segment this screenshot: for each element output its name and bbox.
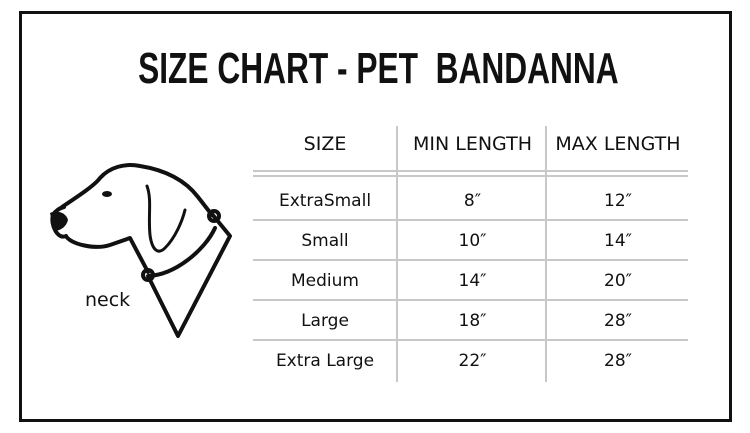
row-divider [253,339,688,341]
size-cell: Medium [291,271,359,291]
header-min-length: MIN LENGTH [413,133,532,155]
size-cell: Small [301,231,349,251]
chart-frame [19,11,732,422]
size-cell: Extra Large [275,351,375,371]
column-divider [396,126,398,382]
header-max-length: MAX LENGTH [555,133,681,155]
neck-label: neck [85,289,131,311]
min-length-cell: 8″ [463,191,482,211]
max-length-cell: 12″ [604,191,632,211]
column-divider [545,126,547,382]
min-length-cell: 18″ [458,311,487,331]
row-divider [253,299,688,301]
max-length-cell: 28″ [604,351,632,371]
header-divider [253,170,688,172]
row-divider [253,259,688,261]
header-divider [253,175,688,177]
size-cell: ExtraSmall [278,191,372,211]
max-length-cell: 28″ [604,311,632,331]
min-length-cell: 14″ [458,271,487,291]
max-length-cell: 14″ [604,231,632,251]
header-size: SIZE [303,133,347,155]
size-cell: Large [301,311,349,331]
row-divider [253,219,688,221]
max-length-cell: 20″ [604,271,632,291]
min-length-cell: 10″ [458,231,487,251]
page-title: SIZE CHART - PET BANDANNA [138,44,619,93]
min-length-cell: 22″ [458,351,487,371]
